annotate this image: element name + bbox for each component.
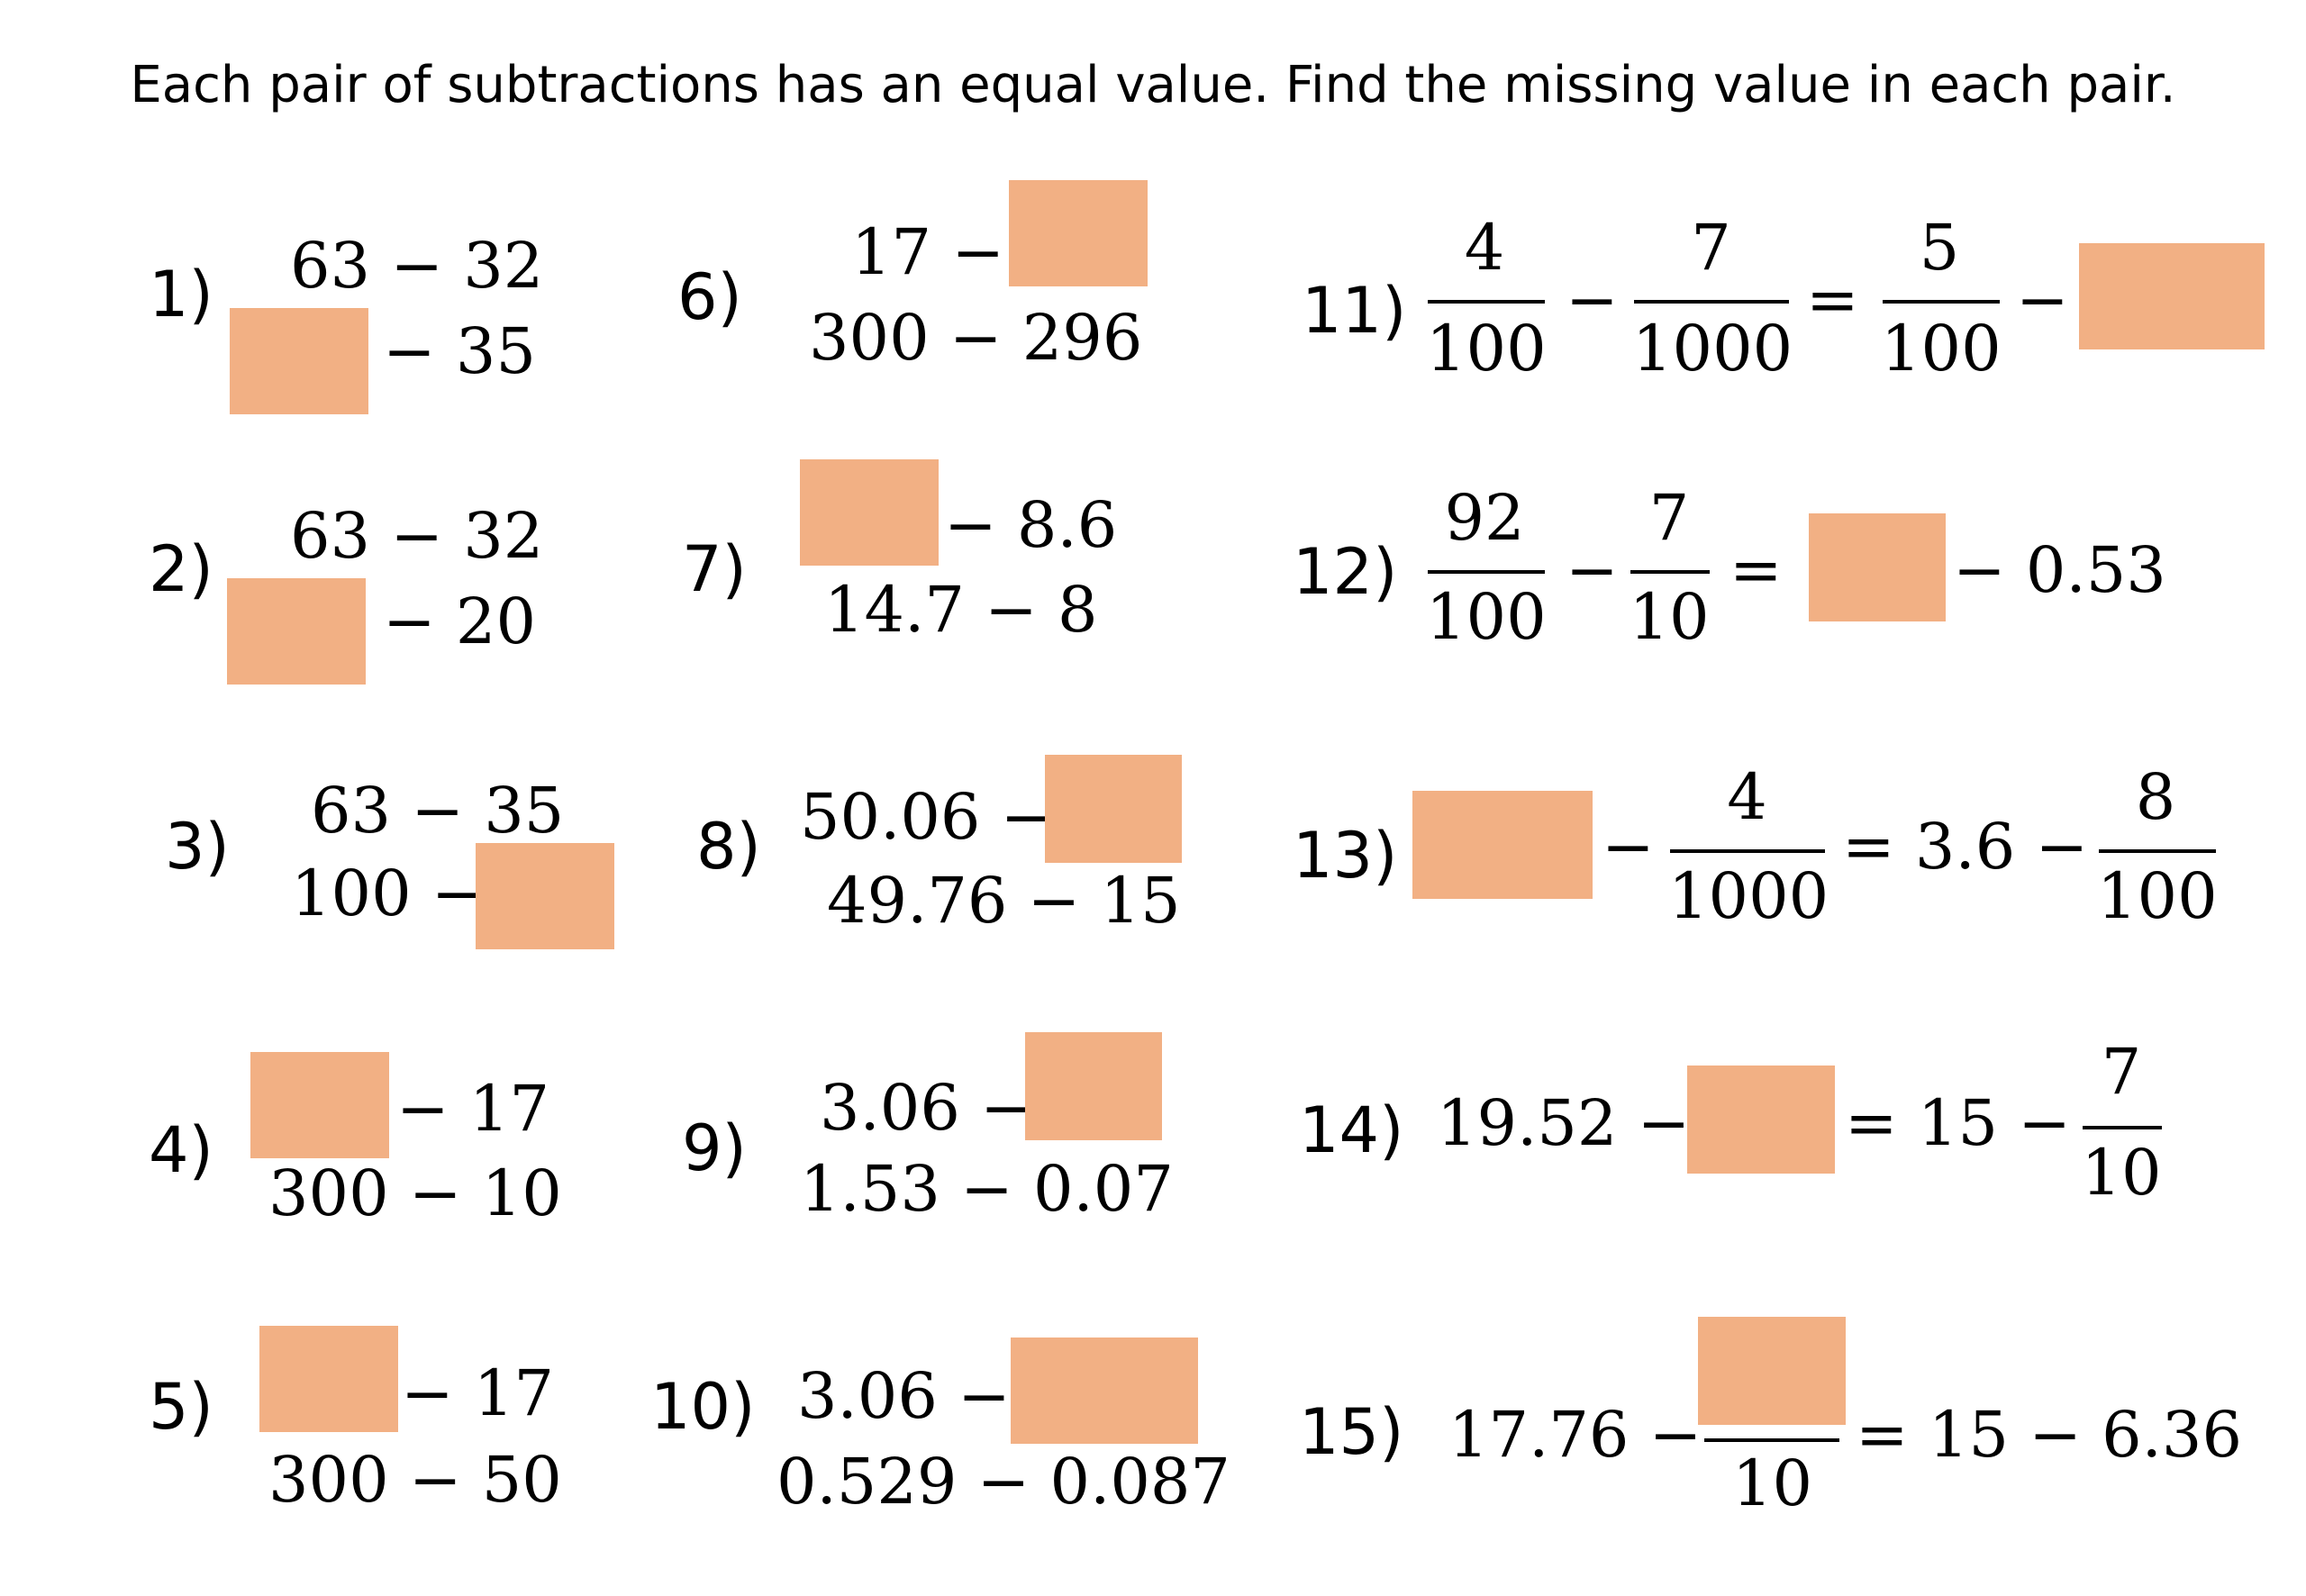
expression-top: − 17 [401,1356,554,1430]
answer-box[interactable] [1011,1338,1198,1444]
fraction-denominator: 10 [2081,1136,2162,1210]
answer-box[interactable] [1025,1032,1162,1140]
expression-tail: − 0.53 [1953,533,2166,607]
expression-middle: = 15 − [1845,1086,2071,1160]
equals-sign: = [1806,263,1859,337]
problem-number: 4) [149,1113,213,1187]
answer-box[interactable] [1412,791,1593,899]
expression-bottom: 300 − 10 [268,1156,562,1230]
expression-top: 50.06 − [800,780,1054,854]
answer-box[interactable] [1809,513,1946,621]
instructions: Each pair of subtractions has an equal v… [130,56,2176,114]
problem-number: 7) [682,532,747,606]
fraction-denominator: 1000 [1668,859,1829,933]
expression-bottom: 300 − 296 [809,301,1143,375]
expression-top: 63 − 35 [311,774,565,848]
problem-number: 14) [1299,1093,1404,1167]
fraction-denominator: 10 [1731,1446,1813,1520]
fraction-numerator: 7 [2101,1035,2142,1109]
fraction-numerator: 4 [1727,760,1767,834]
problem-number: 2) [149,532,213,606]
fraction-bar [2083,1126,2162,1129]
fraction-bar [1630,570,1710,574]
fraction-bar [2099,849,2216,853]
expression-top: 63 − 32 [290,499,544,573]
fraction-denominator: 100 [1426,312,1547,385]
problem-number: 6) [677,260,742,334]
answer-box[interactable] [1009,180,1148,286]
fraction-bar [1428,300,1545,304]
expression-lead: 19.52 − [1437,1086,1691,1160]
operator: − [1602,810,1655,884]
expression-top: 17 − [851,215,1004,289]
problem-number: 9) [682,1111,747,1185]
expression-bottom: 100 − [291,857,485,930]
fraction-numerator: 5 [1919,211,1960,285]
expression-bottom: 300 − 50 [268,1443,562,1517]
fraction-numerator: 8 [2135,760,2176,834]
fraction-numerator: 4 [1464,211,1505,285]
problem-number: 15) [1299,1395,1404,1469]
fraction-bar [1883,300,2000,304]
answer-box[interactable] [1698,1317,1846,1425]
expression-top: − 8.6 [944,488,1118,562]
operator: − [1566,263,1619,337]
fraction-denominator: 10 [1629,580,1710,654]
fraction-denominator: 100 [2097,859,2218,933]
answer-box[interactable] [800,459,939,566]
problem-number: 10) [650,1370,756,1444]
expression-lead: 17.76 − [1448,1398,1702,1472]
expression-middle: = 3.6 − [1842,810,2089,884]
operator: − [2016,263,2069,337]
answer-box[interactable] [259,1326,398,1432]
fraction-denominator: 100 [1426,580,1547,654]
expression-top: 3.06 − [820,1071,1033,1145]
answer-box[interactable] [1687,1066,1835,1174]
fraction-numerator: 92 [1444,481,1525,555]
expression-top: 3.06 − [797,1359,1011,1433]
expression-top: − 17 [396,1072,549,1146]
answer-box[interactable] [250,1052,389,1158]
expression-bottom: 14.7 − 8 [824,573,1098,647]
expression-bottom: − 20 [383,585,536,658]
expression-right: = 15 − 6.36 [1856,1398,2242,1472]
answer-box[interactable] [476,843,614,949]
answer-box[interactable] [1045,755,1182,863]
expression-bottom: − 35 [383,314,536,388]
fraction-numerator: 7 [1691,211,1731,285]
fraction-denominator: 100 [1881,312,2002,385]
fraction-bar [1428,570,1545,574]
answer-box[interactable] [2079,243,2265,349]
problem-number: 8) [696,810,761,884]
expression-top: 63 − 32 [290,229,544,303]
expression-bottom: 49.76 − 15 [827,864,1181,938]
problem-number: 3) [165,810,230,884]
problem-number: 11) [1302,274,1407,348]
expression-bottom: 0.529 − 0.087 [776,1445,1230,1519]
problem-number: 5) [149,1370,213,1444]
problem-number: 1) [149,258,213,331]
problem-number: 12) [1293,535,1398,609]
expression-bottom: 1.53 − 0.07 [800,1152,1174,1226]
answer-box[interactable] [227,578,366,685]
fraction-bar [1634,300,1789,304]
equals-sign: = [1730,533,1783,607]
fraction-numerator: 7 [1648,481,1690,555]
fraction-bar [1670,849,1825,853]
fraction-denominator: 1000 [1632,312,1793,385]
problem-number: 13) [1293,819,1398,893]
operator: − [1566,533,1619,607]
fraction-bar [1704,1438,1839,1442]
answer-box[interactable] [230,308,368,414]
